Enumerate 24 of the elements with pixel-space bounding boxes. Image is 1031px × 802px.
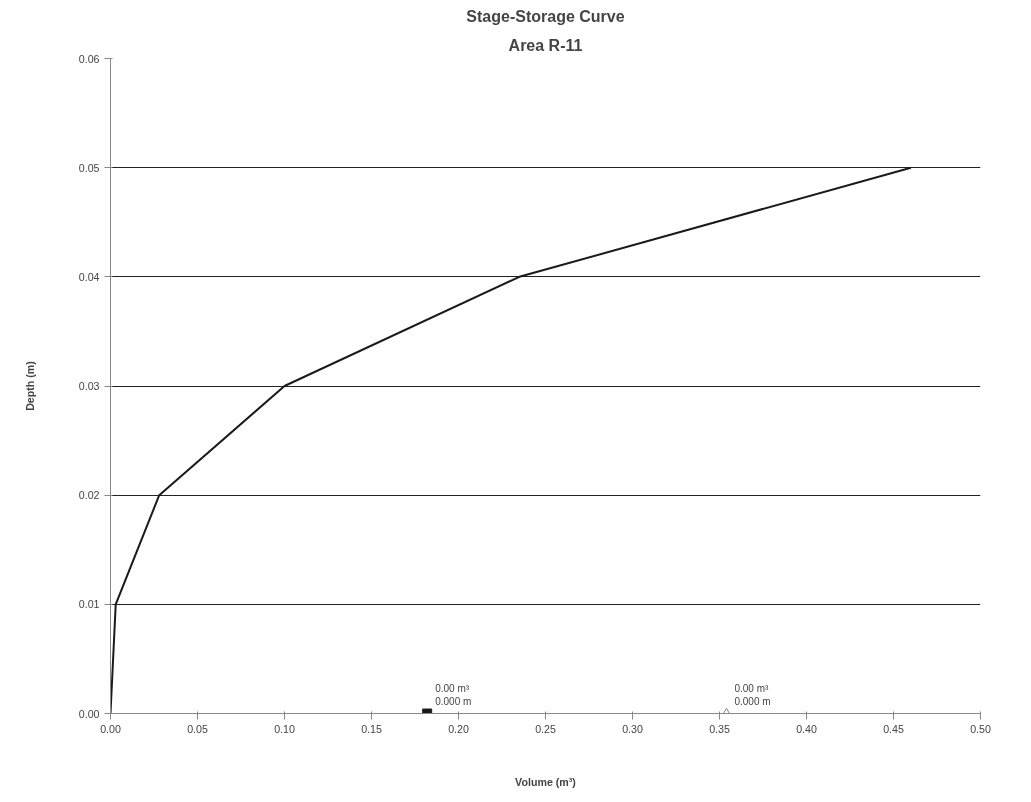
annotation: 0.00 m³ 0.000 m	[435, 683, 472, 708]
y-tick-label: 0.04	[78, 270, 100, 283]
x-axis-title: Volume (m³)	[515, 775, 577, 788]
x-tick-label: 0.45	[883, 722, 904, 735]
annotation: 0.00 m³ 0.000 m	[734, 683, 771, 708]
x-tick-label: 0.15	[361, 722, 382, 735]
x-tick-label: 0.10	[274, 722, 295, 735]
y-tick-label: 0.02	[78, 489, 100, 502]
x-tick-label: 0.20	[448, 722, 469, 735]
x-tick-label: 0.35	[709, 722, 730, 735]
y-tick-label: 0.00	[78, 707, 100, 720]
chart-subtitle: Area R-11	[508, 36, 583, 54]
y-tick-label: 0.05	[78, 161, 100, 174]
y-tick-label: 0.03	[78, 380, 100, 392]
y-tick-label: 0.01	[78, 598, 100, 611]
x-tick-label: 0.05	[187, 722, 208, 735]
chart-title: Stage-Storage Curve	[466, 7, 625, 25]
x-tick-label: 0.25	[535, 722, 556, 735]
x-tick-label: 0.00	[100, 722, 121, 735]
y-tick-label: 0.06	[78, 52, 100, 65]
y-axis-title: Depth (m)	[23, 360, 36, 411]
x-tick-label: 0.50	[970, 722, 991, 735]
x-tick-label: 0.40	[796, 722, 817, 735]
x-tick-label: 0.30	[622, 722, 643, 735]
